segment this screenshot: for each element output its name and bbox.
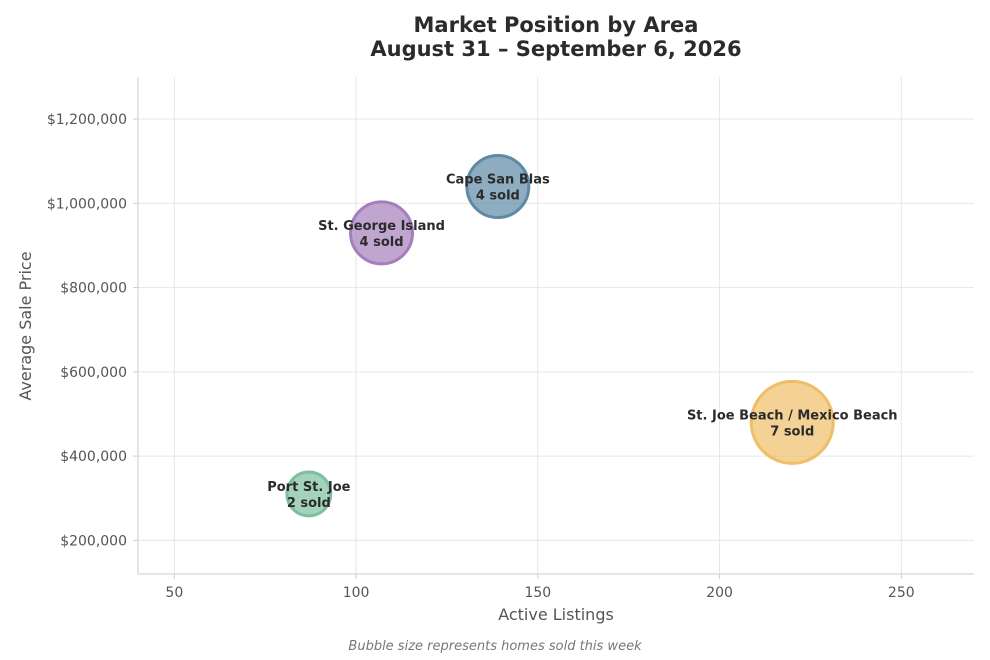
bubble-sold-label: 4 sold — [476, 189, 520, 204]
x-tick-label: 150 — [524, 585, 551, 601]
y-axis-label: Average Sale Price — [16, 251, 35, 400]
y-tick-label: $1,200,000 — [47, 112, 127, 128]
chart-subtitle: August 31 – September 6, 2026 — [370, 37, 741, 61]
x-tick-label: 100 — [343, 585, 370, 601]
chart-caption: Bubble size represents homes sold this w… — [348, 639, 642, 654]
y-tick-label: $1,000,000 — [47, 196, 127, 212]
bubble-name-label: St. George Island — [318, 219, 445, 234]
bubble-name-label: Cape San Blas — [446, 173, 550, 188]
bubble-st-george-island — [349, 200, 415, 266]
y-tick-label: $600,000 — [60, 365, 127, 381]
x-tick-labels: 50 100 150 200 250 — [165, 574, 915, 601]
x-tick-label: 50 — [165, 585, 183, 601]
y-tick-labels: $200,000 $400,000 $600,000 $800,000 $1,000,0… — [47, 112, 138, 549]
x-axis-label: Active Listings — [498, 605, 614, 624]
bubble-cape-san-blas — [465, 154, 531, 220]
bubble-name-label: St. Joe Beach / Mexico Beach — [687, 408, 898, 423]
y-tick-label: $200,000 — [60, 533, 127, 549]
x-tick-label: 200 — [706, 585, 733, 601]
grid — [138, 77, 974, 574]
bubble-port-st-joe — [285, 470, 333, 518]
chart-title: Market Position by Area — [414, 13, 699, 37]
bubble-name-label: Port St. Joe — [267, 480, 350, 495]
bubble-sold-label: 7 sold — [770, 424, 814, 439]
bubble-st-joe-beach-mexico-beach — [749, 379, 835, 465]
y-tick-label: $800,000 — [60, 281, 127, 297]
x-tick-label: 250 — [888, 585, 915, 601]
bubbles — [285, 154, 835, 518]
bubble-sold-label: 4 sold — [360, 235, 404, 250]
y-tick-label: $400,000 — [60, 449, 127, 465]
bubble-sold-label: 2 sold — [287, 496, 331, 511]
